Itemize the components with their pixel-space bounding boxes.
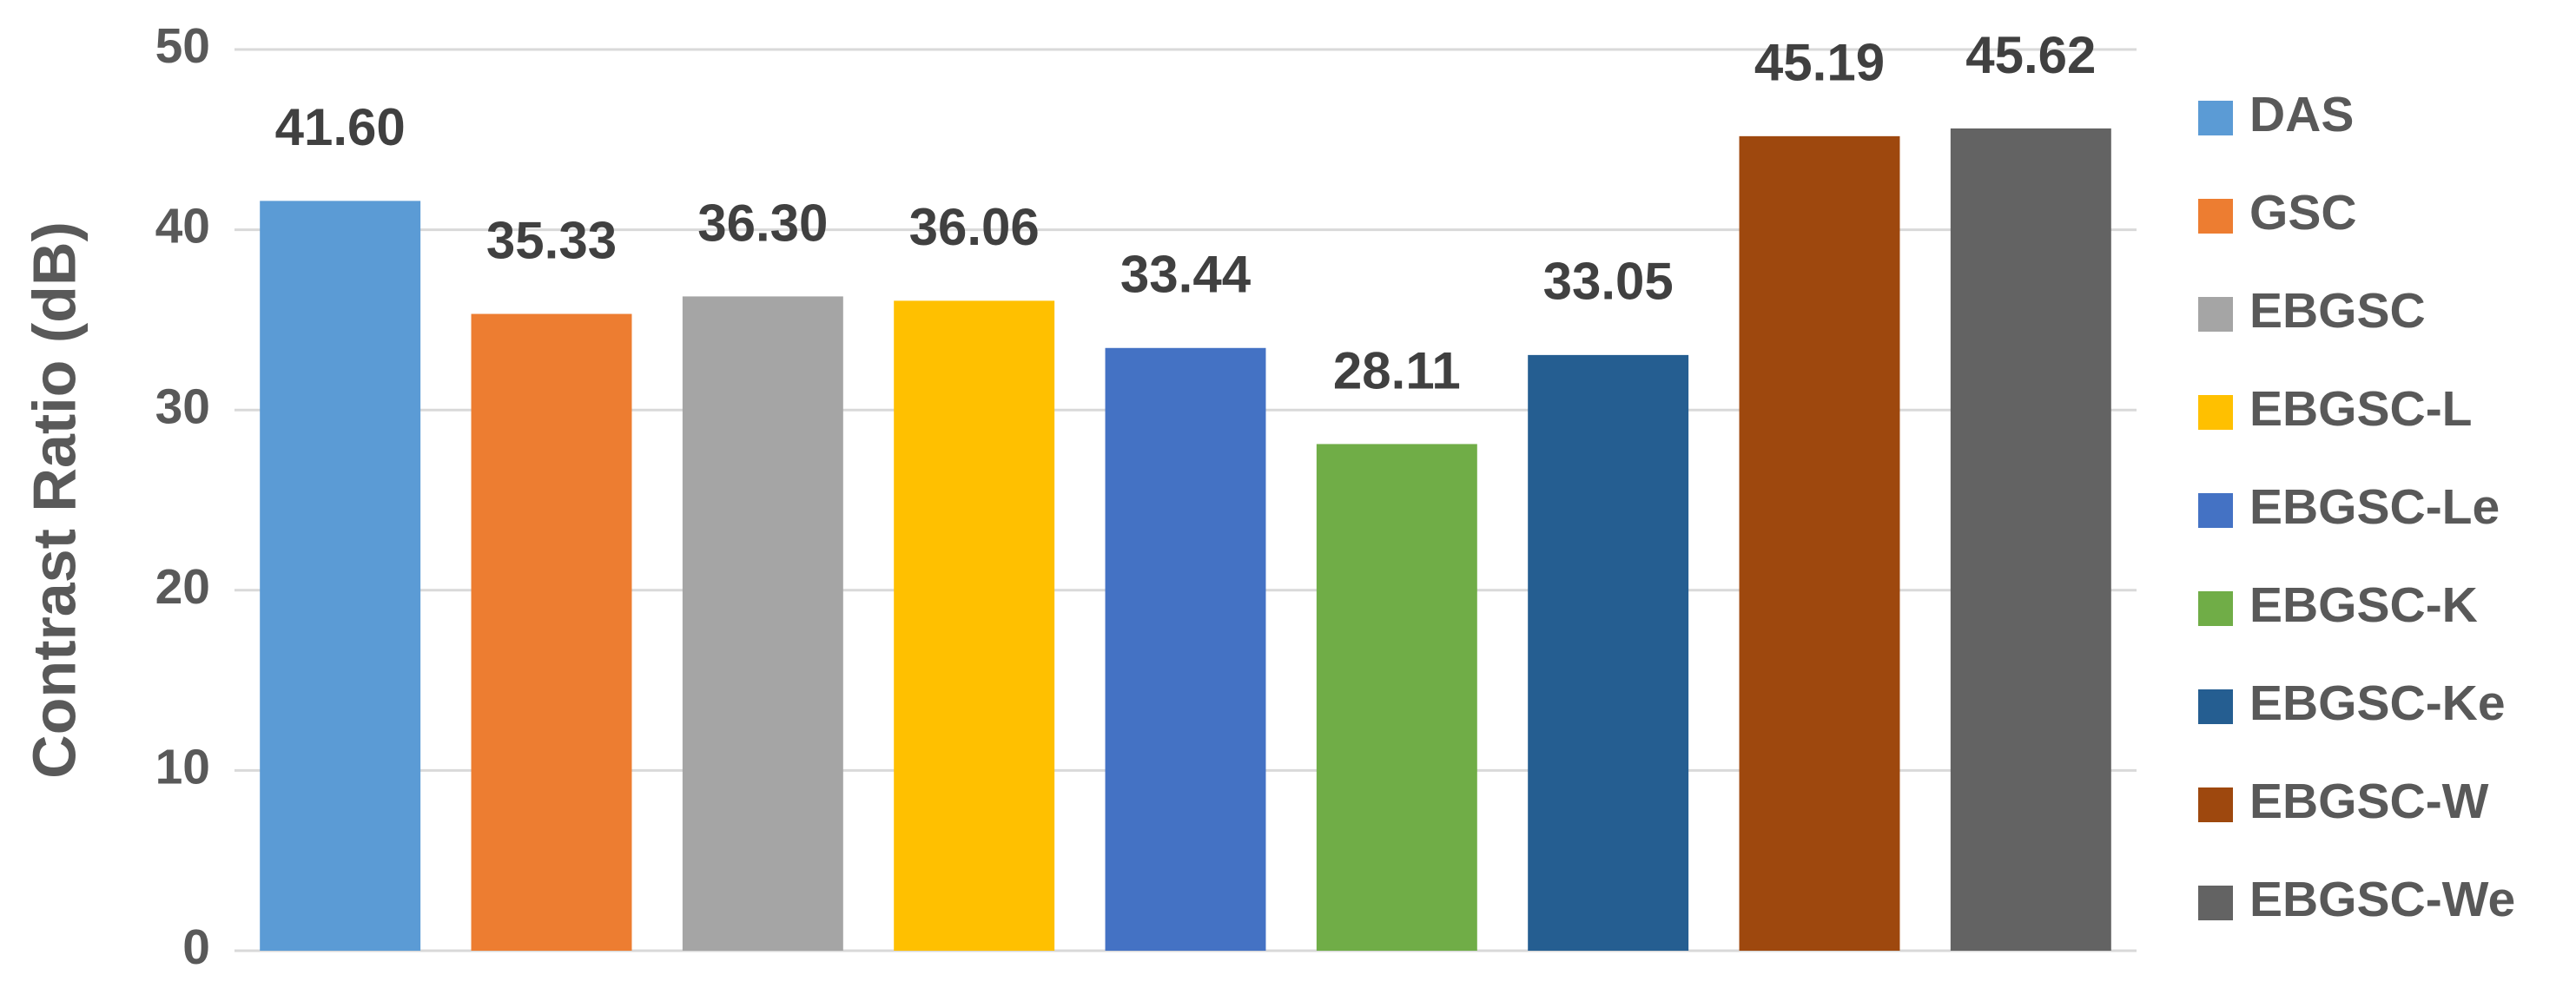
y-tick-label: 40 bbox=[155, 199, 210, 254]
y-tick-label: 10 bbox=[155, 739, 210, 794]
legend-label: EBGSC-Ke bbox=[2249, 675, 2506, 731]
bar bbox=[1739, 135, 1900, 952]
legend-label: GSC bbox=[2249, 185, 2357, 241]
value-label: 45.19 bbox=[1754, 34, 1885, 92]
legend-swatch bbox=[2198, 493, 2233, 528]
y-tick-label: 30 bbox=[155, 379, 210, 434]
legend-swatch bbox=[2198, 199, 2233, 234]
bar bbox=[682, 296, 843, 951]
bar bbox=[1105, 347, 1266, 951]
legend-label: DAS bbox=[2249, 87, 2354, 142]
legend-label: EBGSC bbox=[2249, 283, 2426, 339]
legend-swatch bbox=[2198, 689, 2233, 724]
value-label: 41.60 bbox=[275, 98, 406, 156]
legend-label: EBGSC-W bbox=[2249, 774, 2489, 829]
bar bbox=[471, 313, 632, 951]
y-tick-label: 0 bbox=[182, 919, 210, 975]
legend-label: EBGSC-We bbox=[2249, 872, 2515, 927]
legend-label: EBGSC-K bbox=[2249, 577, 2478, 633]
bar bbox=[894, 300, 1055, 951]
legend-label: EBGSC-Le bbox=[2249, 479, 2500, 535]
value-label: 33.05 bbox=[1543, 253, 1674, 311]
legend-swatch bbox=[2198, 101, 2233, 135]
y-axis-title: Contrast Ratio (dB) bbox=[20, 221, 88, 779]
legend-swatch bbox=[2198, 297, 2233, 332]
y-tick-label: 50 bbox=[155, 18, 210, 74]
y-tick-label: 20 bbox=[155, 559, 210, 615]
value-label: 33.44 bbox=[1120, 246, 1252, 304]
bar bbox=[260, 201, 421, 951]
value-label: 36.06 bbox=[909, 198, 1040, 256]
value-label: 45.62 bbox=[1965, 26, 2096, 84]
legend-swatch bbox=[2198, 787, 2233, 822]
bar bbox=[1316, 444, 1477, 951]
legend-swatch bbox=[2198, 591, 2233, 626]
bar bbox=[1528, 354, 1689, 952]
legend-swatch bbox=[2198, 395, 2233, 430]
legend-label: EBGSC-L bbox=[2249, 381, 2473, 437]
bar bbox=[1950, 128, 2111, 951]
value-label: 36.30 bbox=[697, 194, 828, 252]
legend-swatch bbox=[2198, 886, 2233, 920]
value-label: 35.33 bbox=[486, 211, 617, 269]
value-label: 28.11 bbox=[1333, 341, 1461, 399]
